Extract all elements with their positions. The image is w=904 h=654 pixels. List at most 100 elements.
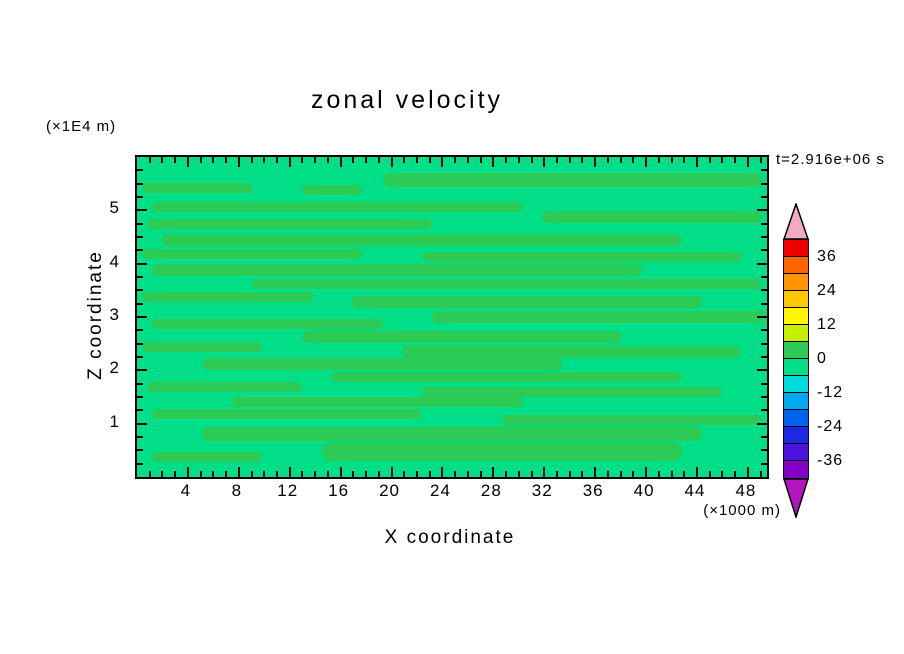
minor-tick [761, 289, 767, 292]
minor-tick [212, 471, 215, 477]
contour-region [152, 451, 262, 463]
minor-tick [670, 157, 673, 163]
minor-tick [428, 471, 431, 477]
minor-tick [137, 382, 143, 385]
contour-region [162, 233, 682, 247]
minor-tick [275, 471, 278, 477]
minor-tick [137, 436, 143, 438]
minor-tick [250, 157, 253, 163]
minor-tick [137, 276, 143, 278]
major-tick [695, 157, 698, 167]
minor-tick [148, 157, 151, 163]
contour-region [152, 264, 643, 276]
minor-tick [761, 342, 767, 345]
minor-tick [708, 157, 711, 163]
colorbar-box [784, 444, 808, 461]
major-tick [543, 467, 546, 477]
colorbar-tick-label: 12 [817, 316, 837, 333]
colorbar-tick-label: -12 [817, 384, 844, 401]
minor-tick [365, 157, 368, 163]
colorbar-box [784, 274, 808, 291]
minor-tick [734, 471, 737, 477]
minor-tick [326, 471, 329, 477]
contour-region [147, 218, 433, 229]
y-tick-label: 1 [109, 411, 120, 431]
minor-tick [415, 471, 418, 477]
y-axis-title: Z coordinate [85, 250, 106, 380]
major-tick [492, 157, 495, 167]
x-tick-label: 24 [429, 481, 451, 500]
major-tick [137, 262, 147, 265]
x-tick-label: 16 [328, 481, 350, 500]
major-tick [746, 467, 749, 477]
contour-region [422, 251, 742, 263]
contour-region [142, 342, 262, 352]
minor-tick [761, 182, 767, 185]
major-tick [339, 157, 342, 167]
major-tick [339, 467, 342, 477]
minor-tick [708, 471, 711, 477]
contour-region [142, 249, 363, 259]
x-tick-label: 32 [531, 481, 553, 500]
minor-tick [403, 471, 406, 477]
minor-tick [137, 222, 143, 225]
minor-tick [761, 382, 767, 385]
minor-tick [721, 157, 724, 163]
colorbar-box [784, 427, 808, 444]
minor-tick [479, 157, 482, 163]
colorbar-box [784, 257, 808, 274]
minor-tick [466, 471, 469, 477]
major-tick [137, 209, 147, 212]
major-tick [237, 157, 240, 167]
major-tick [757, 369, 767, 372]
y-tick-label: 2 [109, 358, 120, 378]
minor-tick [137, 462, 143, 465]
minor-tick [581, 157, 584, 163]
minor-tick [225, 157, 228, 163]
major-tick [645, 467, 648, 477]
major-tick [390, 467, 393, 477]
minor-tick [683, 157, 686, 163]
minor-tick [606, 471, 609, 477]
minor-tick [761, 196, 767, 198]
minor-tick [761, 222, 767, 225]
minor-tick [606, 157, 609, 163]
y-axis-tick-labels: 1 2 3 4 5 [88, 155, 126, 475]
major-tick [746, 157, 749, 167]
minor-tick [301, 157, 304, 163]
minor-tick [225, 471, 228, 477]
contour-region [321, 442, 682, 461]
minor-tick [137, 249, 143, 252]
colorbar-box [784, 240, 808, 257]
minor-tick [377, 157, 380, 163]
x-tick-label: 36 [582, 481, 604, 500]
minor-tick [761, 396, 767, 398]
colorbar-box [784, 410, 808, 427]
major-tick [645, 157, 648, 167]
minor-tick [479, 471, 482, 477]
major-tick [543, 157, 546, 167]
minor-tick [326, 157, 329, 163]
minor-tick [466, 157, 469, 163]
minor-tick [761, 276, 767, 278]
minor-tick [212, 157, 215, 163]
contour-region [302, 185, 363, 195]
minor-tick [581, 471, 584, 477]
minor-tick [148, 471, 151, 477]
minor-tick [761, 329, 767, 332]
major-tick [594, 467, 597, 477]
minor-tick [505, 471, 508, 477]
minor-tick [734, 157, 737, 163]
major-tick [594, 157, 597, 167]
contour-region [502, 415, 762, 426]
contour-region [422, 386, 723, 397]
y-tick-label: 3 [109, 305, 120, 324]
time-annotation: t=2.916e+06 s [776, 151, 885, 168]
major-tick [441, 157, 444, 167]
minor-tick [555, 157, 558, 163]
colorbar-box [784, 359, 808, 376]
contour-region [201, 426, 703, 442]
colorbar-tick-label: 36 [817, 248, 837, 265]
minor-tick [454, 157, 457, 163]
